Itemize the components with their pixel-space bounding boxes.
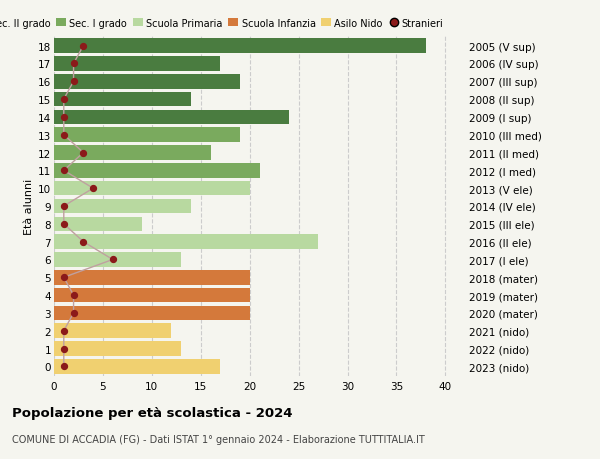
Bar (54, 110, 289, 125)
Bar (54, 146, 211, 161)
Point (108, 256, 118, 263)
Point (59, 114, 68, 121)
Point (59, 168, 68, 175)
Bar (54, 128, 240, 143)
Point (69, 61, 79, 68)
Bar (54, 93, 191, 107)
Point (59, 221, 68, 228)
Point (59, 132, 68, 139)
Bar (54, 341, 181, 356)
Point (59, 345, 68, 353)
Point (69, 78, 79, 86)
Bar (54, 324, 172, 338)
Point (79, 150, 88, 157)
Y-axis label: Età alunni: Età alunni (24, 179, 34, 235)
Text: Popolazione per età scolastica - 2024: Popolazione per età scolastica - 2024 (12, 406, 293, 419)
Bar (54, 164, 260, 178)
Point (69, 292, 79, 299)
Point (59, 96, 68, 104)
Bar (54, 252, 181, 267)
Point (79, 43, 88, 50)
Legend: Sec. II grado, Sec. I grado, Scuola Primaria, Scuola Infanzia, Asilo Nido, Stran: Sec. II grado, Sec. I grado, Scuola Prim… (0, 18, 443, 28)
Point (79, 238, 88, 246)
Bar (54, 359, 220, 374)
Bar (54, 306, 250, 320)
Point (59, 274, 68, 281)
Text: COMUNE DI ACCADIA (FG) - Dati ISTAT 1° gennaio 2024 - Elaborazione TUTTITALIA.IT: COMUNE DI ACCADIA (FG) - Dati ISTAT 1° g… (12, 434, 425, 444)
Bar (54, 181, 250, 196)
Bar (54, 235, 318, 249)
Point (59, 203, 68, 210)
Bar (54, 199, 191, 214)
Point (59, 363, 68, 370)
Bar (54, 270, 250, 285)
Point (69, 309, 79, 317)
Point (59, 327, 68, 335)
Bar (54, 75, 240, 90)
Bar (54, 288, 250, 303)
Bar (54, 217, 142, 232)
Bar (54, 57, 220, 72)
Bar (54, 39, 426, 54)
Point (88, 185, 98, 192)
